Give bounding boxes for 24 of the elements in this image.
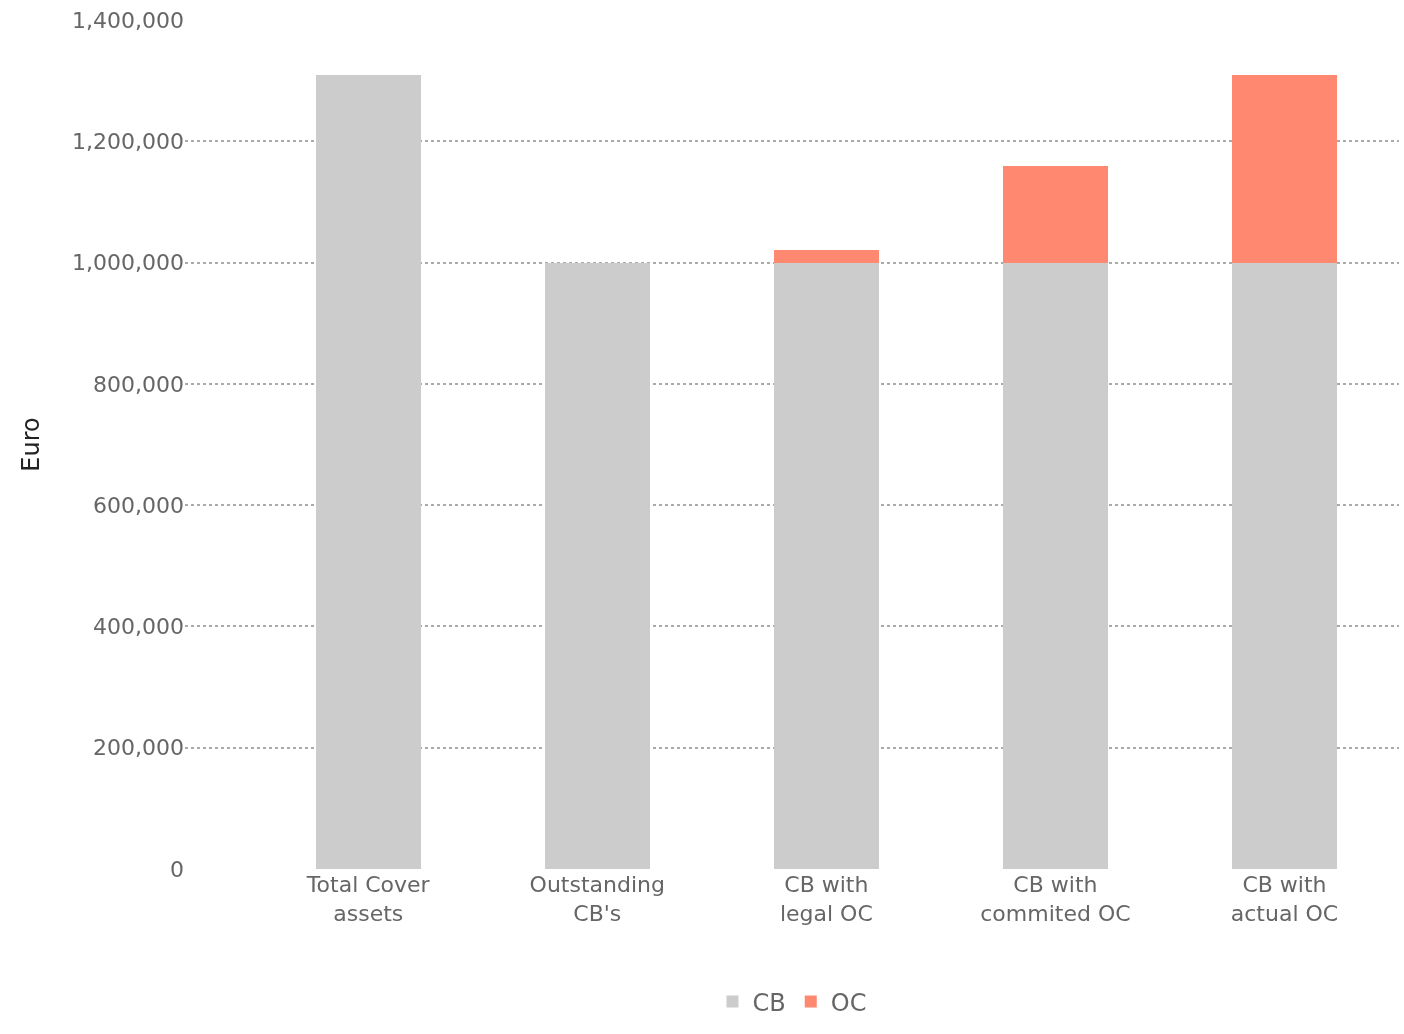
- y-axis-title: Euro: [17, 417, 46, 472]
- bar: [773, 262, 880, 869]
- y-tick-label: 1,000,000: [72, 250, 184, 276]
- x-tick-label: CB with legal OC: [779, 872, 873, 926]
- bar: [773, 250, 880, 263]
- y-tick-label: 1,200,000: [72, 128, 184, 154]
- x-tick-label: Outstanding CB's: [529, 872, 665, 926]
- bar: [1002, 165, 1109, 263]
- x-tick-label: CB with actual OC: [1230, 872, 1339, 926]
- bar: [1231, 262, 1338, 869]
- legend-label: CB: [752, 988, 786, 1017]
- y-tick-label: 600,000: [93, 492, 184, 518]
- bar: [544, 262, 650, 869]
- y-tick-label: 200,000: [93, 735, 184, 761]
- x-tick-label: Total Cover assets: [305, 872, 431, 926]
- x-tick-label: CB with commited OC: [980, 872, 1131, 926]
- y-tick-label: 0: [170, 856, 184, 882]
- legend-label: OC: [830, 988, 867, 1017]
- bar: [1231, 74, 1338, 263]
- y-tick-label: 1,400,000: [72, 7, 184, 33]
- y-tick-label: 400,000: [93, 614, 184, 640]
- bar: [1002, 262, 1109, 869]
- y-tick-label: 800,000: [93, 371, 184, 397]
- bar: [315, 74, 421, 869]
